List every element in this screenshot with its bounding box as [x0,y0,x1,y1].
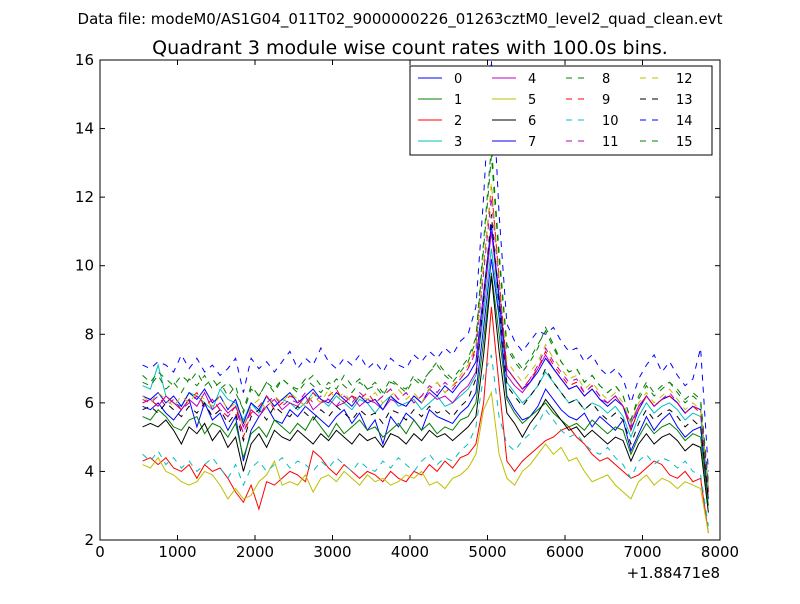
series-8-line [142,155,709,486]
y-tick-label: 14 [75,120,94,138]
x-tick-label: 8000 [701,543,739,561]
legend-label-1: 1 [454,93,462,108]
series-5-line [142,390,709,534]
series-12-line [142,183,709,489]
legend-frame [409,65,713,156]
x-tick-label: 0 [95,543,105,561]
series-11-line [142,197,709,489]
legend-label-9: 9 [602,93,610,108]
legend-label-5: 5 [528,93,536,108]
series-15-line [142,145,709,482]
legend-label-7: 7 [528,135,536,150]
series-4-line [142,231,709,489]
legend-label-4: 4 [528,72,536,87]
chart-title: Quadrant 3 module wise count rates with … [152,37,668,59]
y-tick-label: 4 [84,462,94,480]
y-tick-label: 6 [84,394,94,412]
chart-suptitle: Data file: modeM0/AS1G04_011T02_90000002… [78,10,723,29]
series-layer [142,60,709,534]
y-tick-label: 2 [84,531,94,549]
legend-label-2: 2 [454,114,462,129]
series-1-line [142,272,709,506]
x-offset-label: +1.88471e8 [627,564,720,582]
y-tick-label: 16 [75,51,94,69]
y-tick-label: 8 [84,325,94,343]
y-tick-label: 10 [75,257,94,275]
legend-label-10: 10 [602,114,619,129]
x-tick-label: 6000 [546,543,584,561]
legend-label-15: 15 [676,135,693,150]
x-tick-label: 2000 [236,543,274,561]
legend-label-12: 12 [676,72,693,87]
series-3-line [142,248,709,493]
x-tick-label: 1000 [158,543,196,561]
series-10-line [142,354,709,527]
series-0-line [142,258,709,499]
x-tick-label: 7000 [623,543,661,561]
series-14-line [142,60,709,472]
legend-label-14: 14 [676,114,693,129]
legend-label-13: 13 [676,93,693,108]
legend-label-11: 11 [602,135,619,150]
x-axis-ticks: 0 1000 2000 3000 4000 5000 6000 7000 8000 [95,60,739,561]
series-7-line [142,224,709,489]
x-tick-label: 4000 [391,543,429,561]
legend-label-3: 3 [454,135,462,150]
legend-label-6: 6 [528,114,536,129]
series-2-line [142,306,709,534]
y-tick-label: 12 [75,188,94,206]
x-tick-label: 5000 [468,543,506,561]
x-tick-label: 3000 [313,543,351,561]
series-13-line [142,214,709,499]
legend-label-8: 8 [602,72,610,87]
series-6-line [142,275,709,513]
legend-label-0: 0 [454,72,462,87]
